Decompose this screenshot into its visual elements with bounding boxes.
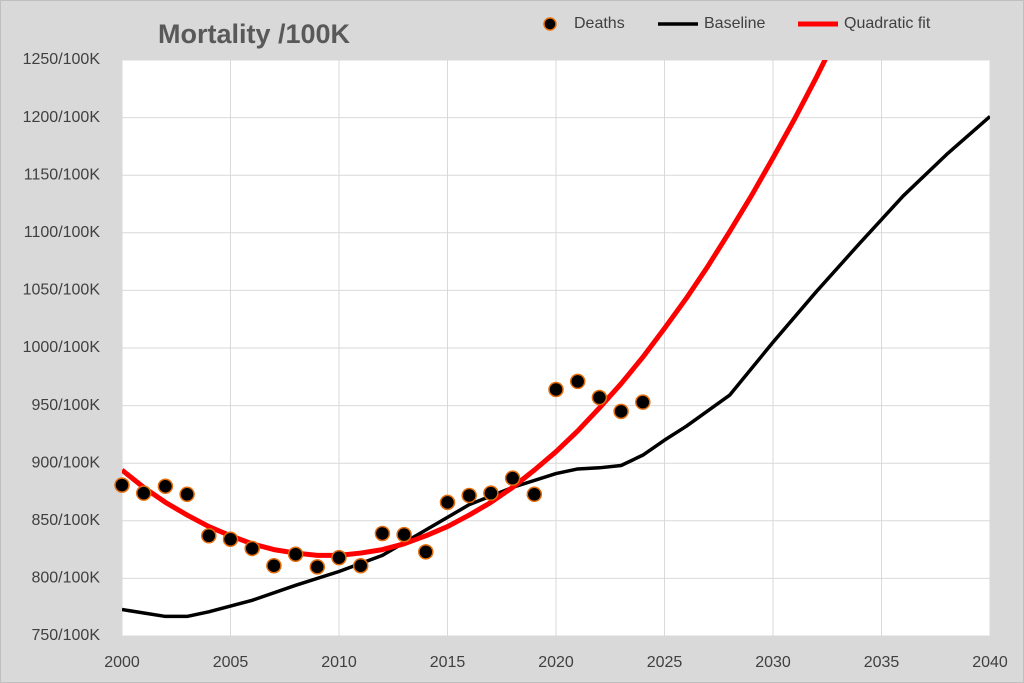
data-point bbox=[114, 477, 130, 493]
data-point bbox=[396, 526, 412, 543]
data-point bbox=[244, 540, 260, 557]
data-point bbox=[222, 531, 239, 547]
y-tick-label: 1200/100K bbox=[23, 109, 101, 126]
data-point bbox=[266, 557, 282, 574]
data-point bbox=[309, 559, 326, 575]
data-point bbox=[439, 494, 456, 511]
data-point bbox=[331, 549, 347, 566]
data-point bbox=[179, 486, 195, 503]
chart-title: Mortality /100K bbox=[158, 19, 351, 49]
x-tick-label: 2025 bbox=[647, 654, 683, 671]
y-tick-label: 1000/100K bbox=[23, 339, 101, 356]
data-point bbox=[135, 485, 152, 501]
y-tick-label: 800/100K bbox=[31, 570, 100, 587]
data-point bbox=[201, 528, 217, 544]
y-tick-label: 750/100K bbox=[31, 627, 100, 644]
data-point bbox=[461, 487, 477, 504]
data-point bbox=[157, 478, 174, 494]
x-tick-label: 2040 bbox=[972, 654, 1008, 671]
data-point bbox=[504, 470, 521, 486]
legend-swatch bbox=[543, 17, 557, 31]
data-point bbox=[418, 544, 434, 560]
data-point bbox=[374, 525, 391, 542]
legend-label: Baseline bbox=[704, 15, 765, 32]
line-series bbox=[122, 115, 990, 619]
x-tick-label: 2030 bbox=[755, 654, 791, 671]
y-tick-label: 850/100K bbox=[31, 512, 100, 529]
data-point bbox=[352, 557, 369, 574]
data-point bbox=[287, 546, 304, 562]
x-tick-label: 2020 bbox=[538, 654, 574, 671]
legend-label: Quadratic fit bbox=[844, 15, 931, 32]
marks bbox=[114, 60, 990, 619]
x-tick-label: 2000 bbox=[104, 654, 140, 671]
data-point bbox=[548, 381, 564, 398]
x-tick-label: 2005 bbox=[213, 654, 249, 671]
line-series bbox=[122, 60, 828, 558]
data-point bbox=[569, 373, 586, 390]
y-tick-label: 950/100K bbox=[31, 397, 100, 414]
x-tick-label: 2015 bbox=[430, 654, 466, 671]
y-tick-label: 1150/100K bbox=[24, 166, 101, 183]
y-tick-label: 1100/100K bbox=[24, 224, 101, 241]
x-tick-label: 2035 bbox=[864, 654, 900, 671]
data-point bbox=[483, 485, 499, 501]
y-tick-label: 900/100K bbox=[31, 454, 100, 471]
y-tick-label: 1050/100K bbox=[23, 282, 101, 299]
legend: Deaths Baseline Quadratic fit bbox=[543, 15, 931, 32]
x-tick-label: 2010 bbox=[321, 654, 357, 671]
data-point bbox=[635, 394, 651, 410]
data-point bbox=[526, 486, 543, 503]
y-tick-label: 1250/100K bbox=[23, 51, 101, 68]
data-point bbox=[591, 389, 608, 406]
legend-label: Deaths bbox=[574, 15, 625, 32]
labels: 750/100K 800/100K 850/100K 900/100K 950/100K… bbox=[23, 51, 1008, 671]
data-point bbox=[613, 403, 629, 420]
